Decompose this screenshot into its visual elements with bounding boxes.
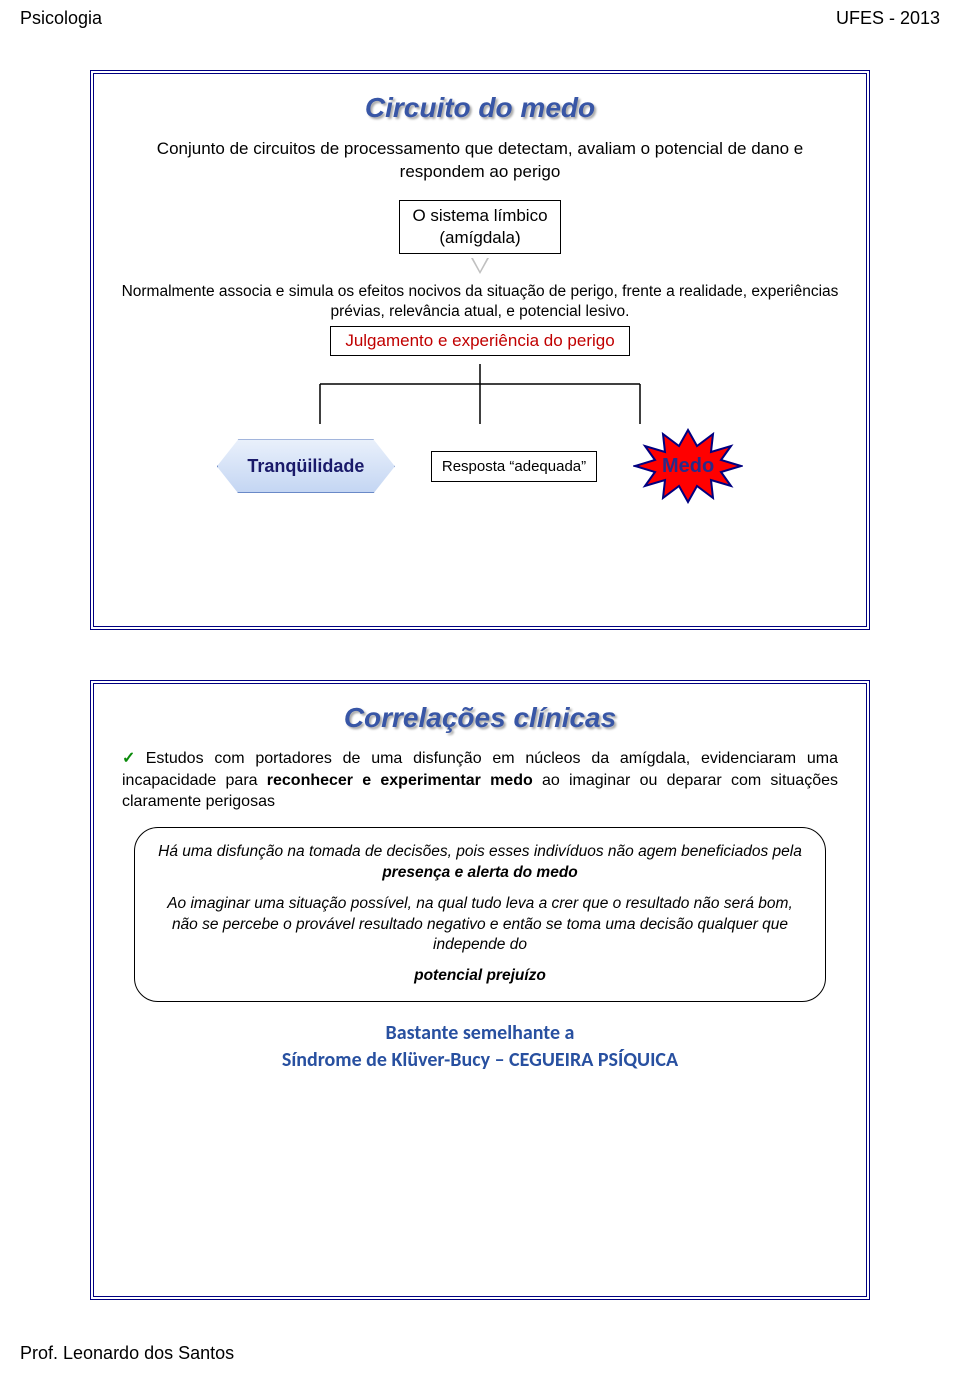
callout-box: Há uma disfunção na tomada de decisões, …: [134, 827, 826, 1003]
outcome-resposta-adequada: Resposta “adequada”: [431, 451, 597, 482]
outcome-medo-label: Medo: [662, 455, 714, 478]
slide1-title: Circuito do medo: [116, 92, 844, 124]
slide1-description: Normalmente associa e simula os efeitos …: [116, 282, 844, 322]
callout-p3-bold: potencial prejuízo: [414, 967, 546, 984]
branch-lines-icon: [270, 364, 690, 434]
page-header: Psicologia UFES - 2013: [20, 8, 940, 29]
callout-p1-bold: presença e alerta do medo: [382, 864, 578, 881]
slide-correlacoes-clinicas: Correlações clínicas ✓Estudos com portad…: [90, 680, 870, 1300]
header-left: Psicologia: [20, 8, 102, 29]
callout-p1-text: Há uma disfunção na tomada de decisões, …: [158, 843, 802, 860]
slide1-intro: Conjunto de circuitos de processamento q…: [116, 138, 844, 184]
check-icon: ✓: [122, 750, 142, 767]
slide-circuito-do-medo: Circuito do medo Conjunto de circuitos d…: [90, 70, 870, 630]
page-footer: Prof. Leonardo dos Santos: [20, 1343, 234, 1364]
slide2-study-text: ✓Estudos com portadores de uma disfunção…: [122, 748, 838, 813]
judgment-box: Julgamento e experiência do perigo: [330, 326, 629, 356]
slide2-title: Correlações clínicas: [116, 702, 844, 734]
syndrome-line2: Síndrome de Klüver-Bucy – CEGUEIRA PSÍQU…: [116, 1047, 844, 1074]
outcome-tranquilidade-label: Tranqüilidade: [247, 456, 364, 477]
header-right: UFES - 2013: [836, 8, 940, 29]
outcome-tranquilidade: Tranqüilidade: [217, 439, 395, 493]
study-text-bold: reconhecer e experimentar medo: [267, 772, 533, 789]
callout-p3: potencial prejuízo: [153, 966, 807, 987]
callout-p1: Há uma disfunção na tomada de decisões, …: [153, 842, 807, 884]
outcome-medo: Medo: [633, 428, 743, 504]
syndrome-note: Bastante semelhante a Síndrome de Klüver…: [116, 1020, 844, 1074]
callout-p2: Ao imaginar uma situação possível, na qu…: [153, 894, 807, 957]
arrow-down-icon: [471, 258, 489, 274]
limbic-system-box: O sistema límbico (amígdala): [399, 200, 560, 254]
branch-diagram: Tranqüilidade Resposta “adequada” Medo: [116, 364, 844, 514]
syndrome-line1: Bastante semelhante a: [116, 1020, 844, 1047]
